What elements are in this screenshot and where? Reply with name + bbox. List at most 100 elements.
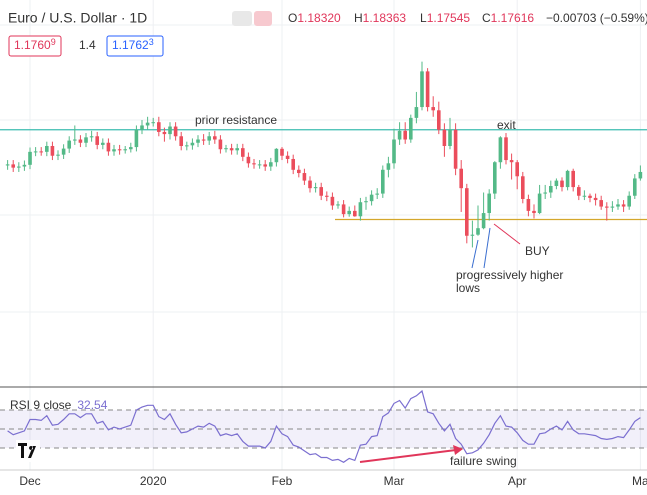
buy-button[interactable] <box>106 35 164 57</box>
candle-body <box>448 129 452 146</box>
candle-body <box>515 162 519 177</box>
candle-body <box>302 173 307 181</box>
candle-body <box>235 148 240 151</box>
candle-body <box>123 149 128 151</box>
candle-body <box>431 107 435 111</box>
candle-body <box>213 136 217 140</box>
candle-body <box>498 137 503 163</box>
candle-body <box>520 176 525 199</box>
candle-body <box>381 169 385 194</box>
candle-body <box>565 170 570 188</box>
candle-body <box>173 126 178 137</box>
candle-body <box>185 145 189 147</box>
x-tick-label: Mar <box>384 474 405 488</box>
candle-body <box>375 193 380 195</box>
candle-body <box>560 180 564 188</box>
candle-body <box>369 194 374 202</box>
candle-body <box>504 137 508 161</box>
candle-body <box>229 148 234 151</box>
candle-body <box>162 131 167 135</box>
candle-body <box>571 170 575 188</box>
candle-body <box>364 201 368 203</box>
grid <box>0 24 647 313</box>
candle-body <box>308 180 312 189</box>
candle-body <box>101 142 105 145</box>
candle-body <box>313 187 318 189</box>
candle-body <box>201 139 206 141</box>
low-pointer <box>471 239 479 269</box>
candle-body <box>56 154 60 156</box>
higher-lows-label: progressively higher <box>456 268 563 282</box>
candle-body <box>168 126 172 135</box>
candle-body <box>627 195 631 207</box>
rsi-title: RSI 9 close 32.54 <box>10 398 108 412</box>
buy-label: BUY <box>525 244 550 258</box>
candle-body <box>576 187 581 196</box>
candle-body <box>353 210 357 217</box>
candle-body <box>50 145 55 156</box>
candle-body <box>84 137 88 143</box>
candle-body <box>274 148 279 163</box>
candle-body <box>537 193 542 214</box>
eye-button[interactable] <box>232 11 252 26</box>
candle-body <box>28 151 32 165</box>
candle-body <box>347 210 352 215</box>
resistance-label: prior resistance <box>195 113 277 127</box>
candle-body <box>129 147 133 150</box>
candle-body <box>134 129 139 148</box>
candle-body <box>145 122 150 126</box>
failure-swing-label: failure swing <box>450 454 517 468</box>
candle-body <box>414 107 419 118</box>
compare-button[interactable] <box>254 11 272 26</box>
candle-body <box>358 202 363 217</box>
x-tick-label: Dec <box>19 474 40 488</box>
candle-body <box>117 149 122 151</box>
rsi-line <box>7 389 641 463</box>
candle-body <box>582 195 587 197</box>
candle-body <box>425 71 430 108</box>
candle-body <box>453 129 458 169</box>
candle-body <box>487 193 491 214</box>
candle-body <box>464 188 469 236</box>
candle-body <box>543 192 547 194</box>
ohlc-low: L1.17545 <box>420 11 470 25</box>
candle-body <box>257 164 262 166</box>
candle-body <box>78 139 83 143</box>
candle-body <box>207 136 212 141</box>
candle-body <box>196 139 200 143</box>
candle-body <box>599 200 603 207</box>
candle-body <box>548 186 553 193</box>
candle-body <box>140 125 144 130</box>
candle-body <box>297 169 301 174</box>
buy-pointer <box>493 223 521 245</box>
ohlc-change: −0.00703 (−0.59%) <box>546 11 647 25</box>
candle-body <box>190 142 195 146</box>
candle-body <box>280 148 284 156</box>
candle-body <box>610 206 615 208</box>
candle-body <box>106 142 111 152</box>
spread: 1.4 <box>79 38 96 52</box>
candle-body <box>33 151 38 153</box>
candle-body <box>5 164 10 166</box>
candle-body <box>638 171 643 179</box>
candle-body <box>291 158 296 170</box>
candle-body <box>39 151 44 153</box>
buy-price[interactable]: 1.17623 <box>112 37 154 52</box>
candle-body <box>588 195 592 198</box>
candle-body <box>22 164 27 167</box>
candle-body <box>263 164 268 167</box>
candle-body <box>67 140 72 149</box>
sell-button[interactable] <box>8 35 62 57</box>
candle-body <box>325 195 329 197</box>
candle-body <box>509 160 514 163</box>
candle-body <box>616 204 620 207</box>
candle-body <box>442 129 447 146</box>
logo <box>16 440 40 462</box>
candle-body <box>61 148 66 155</box>
header: Euro / U.S. Dollar · 1D O1.18320 H1.1836… <box>8 10 647 57</box>
sell-price[interactable]: 1.17609 <box>14 37 56 52</box>
candle-body <box>526 198 531 211</box>
candle-body <box>386 163 391 170</box>
